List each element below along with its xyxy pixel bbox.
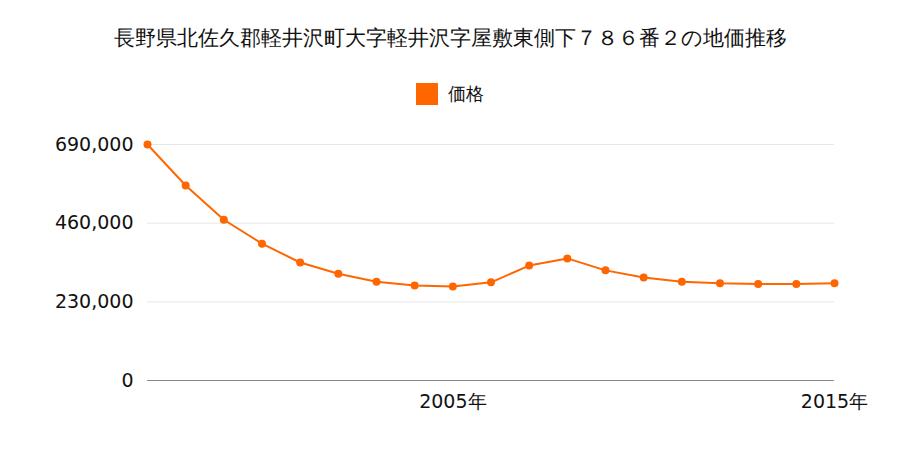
- html-text:長野県北佐久郡軽井沢町大字軽井沢字屋敷東側下７８６番２の地価: 長野県北佐久郡軽井沢町大字軽井沢字屋敷東側下７８６番２の地価推移: [113, 26, 787, 50]
- svg-text:0: 0: [121, 369, 133, 391]
- svg-text:2015年: 2015年: [801, 390, 868, 412]
- svg-text:460,000: 460,000: [55, 211, 134, 233]
- svg-text:2005年: 2005年: [419, 390, 486, 412]
- html-text:価格: 価格: [448, 83, 484, 104]
- svg-text:690,000: 690,000: [55, 133, 134, 155]
- svg-text:230,000: 230,000: [55, 290, 134, 312]
